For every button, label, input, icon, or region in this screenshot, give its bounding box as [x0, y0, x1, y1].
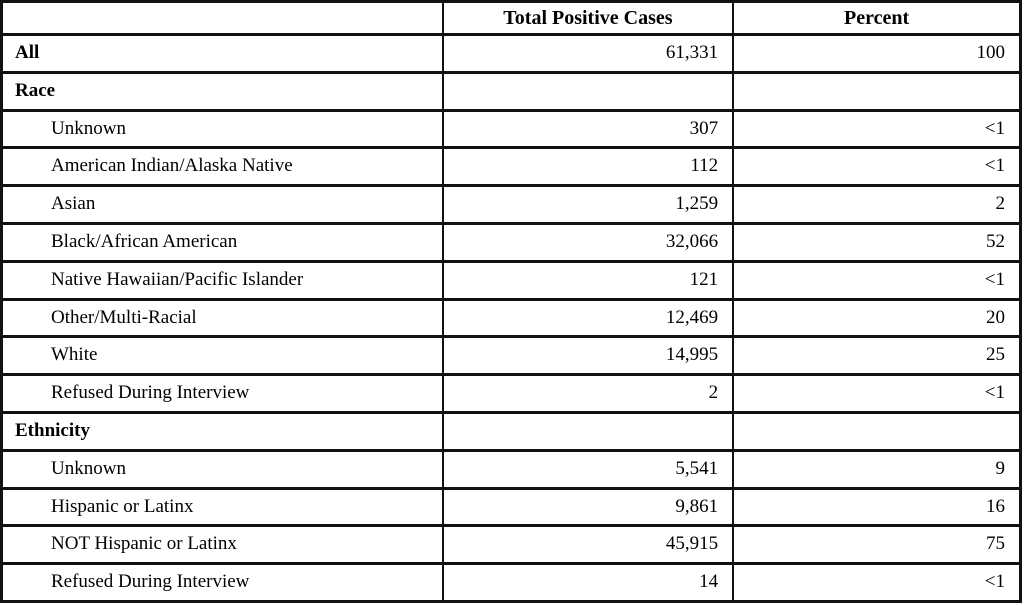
header-total-positive-cases: Total Positive Cases [441, 0, 735, 36]
table-row: American Indian/Alaska Native 112 <1 [0, 146, 1022, 188]
table-row: Other/Multi-Racial 12,469 20 [0, 297, 1022, 339]
row-cases-value: 307 [441, 108, 735, 150]
row-percent-value: 9 [732, 448, 1022, 490]
row-label: Hispanic or Latinx [0, 486, 444, 528]
table-row: Native Hawaiian/Pacific Islander 121 <1 [0, 259, 1022, 301]
row-label: NOT Hispanic or Latinx [0, 524, 444, 566]
table-row: Hispanic or Latinx 9,861 16 [0, 486, 1022, 528]
row-cases-value [441, 410, 735, 452]
row-cases-value [441, 70, 735, 112]
row-cases-value: 5,541 [441, 448, 735, 490]
row-percent-value: 75 [732, 524, 1022, 566]
row-label: Other/Multi-Racial [0, 297, 444, 339]
row-percent-value: 25 [732, 335, 1022, 377]
table-body: All 61,331 100 Race Unknown 307 <1 Ameri… [0, 33, 1022, 603]
row-percent-value: <1 [732, 108, 1022, 150]
row-label: Unknown [0, 448, 444, 490]
table-row: Race [0, 70, 1022, 112]
row-label: Native Hawaiian/Pacific Islander [0, 259, 444, 301]
row-percent-value: <1 [732, 373, 1022, 414]
row-label: Unknown [0, 108, 444, 150]
row-cases-value: 121 [441, 259, 735, 301]
header-percent: Percent [732, 0, 1022, 36]
table-row: White 14,995 25 [0, 335, 1022, 377]
row-percent-value: 52 [732, 221, 1022, 263]
row-cases-value: 112 [441, 146, 735, 188]
row-percent-value: 16 [732, 486, 1022, 528]
row-cases-value: 14,995 [441, 335, 735, 377]
row-percent-value: 20 [732, 297, 1022, 339]
table-row: Black/African American 32,066 52 [0, 221, 1022, 263]
row-label: Asian [0, 184, 444, 225]
row-label: Race [0, 70, 444, 112]
row-percent-value: <1 [732, 562, 1022, 603]
row-label: Refused During Interview [0, 373, 444, 414]
table-row: Refused During Interview 2 <1 [0, 373, 1022, 414]
row-label: All [0, 33, 444, 74]
row-cases-value: 1,259 [441, 184, 735, 225]
row-cases-value: 9,861 [441, 486, 735, 528]
row-percent-value: 2 [732, 184, 1022, 225]
row-label: American Indian/Alaska Native [0, 146, 444, 188]
table-row: All 61,331 100 [0, 33, 1022, 74]
table-row: Unknown 5,541 9 [0, 448, 1022, 490]
table-row: Ethnicity [0, 410, 1022, 452]
row-cases-value: 14 [441, 562, 735, 603]
row-cases-value: 2 [441, 373, 735, 414]
row-cases-value: 45,915 [441, 524, 735, 566]
header-category [0, 0, 444, 36]
table-header: Total Positive Cases Percent [0, 0, 1022, 36]
row-label: Refused During Interview [0, 562, 444, 603]
row-label: Ethnicity [0, 410, 444, 452]
row-cases-value: 61,331 [441, 33, 735, 74]
row-percent-value: <1 [732, 259, 1022, 301]
row-label: Black/African American [0, 221, 444, 263]
row-cases-value: 12,469 [441, 297, 735, 339]
row-percent-value: <1 [732, 146, 1022, 188]
table-row: Unknown 307 <1 [0, 108, 1022, 150]
table-row: Asian 1,259 2 [0, 184, 1022, 225]
table-row: NOT Hispanic or Latinx 45,915 75 [0, 524, 1022, 566]
table-row: Refused During Interview 14 <1 [0, 562, 1022, 603]
row-percent-value [732, 70, 1022, 112]
header-row: Total Positive Cases Percent [0, 0, 1022, 36]
row-cases-value: 32,066 [441, 221, 735, 263]
row-percent-value [732, 410, 1022, 452]
row-label: White [0, 335, 444, 377]
row-percent-value: 100 [732, 33, 1022, 74]
